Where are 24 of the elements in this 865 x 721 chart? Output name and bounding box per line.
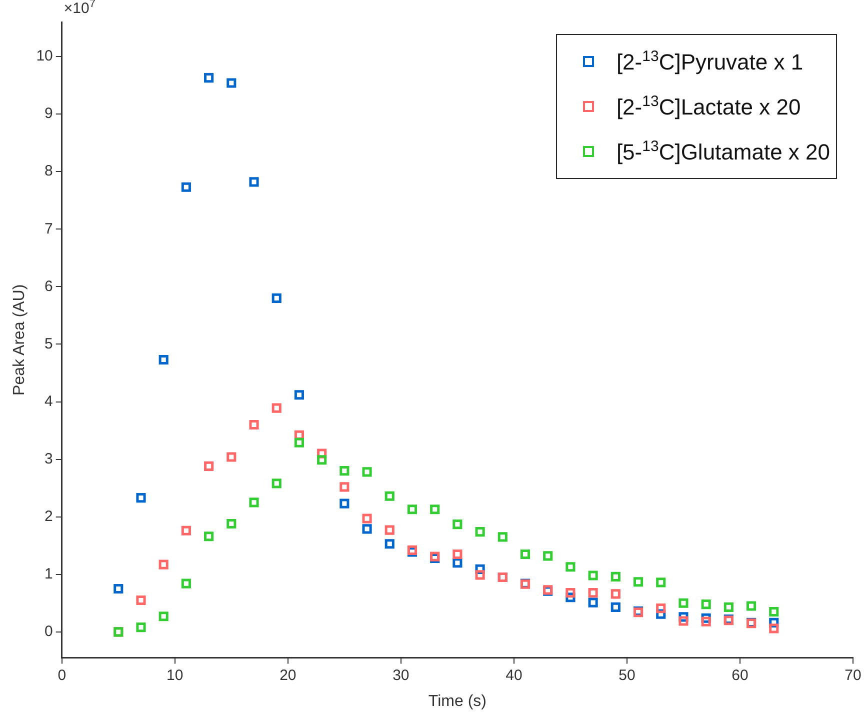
x-tick-label: 10 — [166, 666, 184, 684]
x-tick-label: 20 — [280, 666, 296, 684]
y-tick-label: 2 — [44, 508, 53, 525]
y-tick-label: 3 — [44, 450, 53, 468]
x-tick-label: 40 — [506, 666, 522, 684]
y-tick-label: 1 — [44, 566, 53, 583]
y-tick-label: 6 — [44, 278, 53, 295]
y-tick-label: 10 — [36, 48, 53, 65]
y-tick-label: 7 — [44, 220, 53, 238]
y-axis-title: Peak Area (AU) — [11, 284, 28, 396]
y-tick-label: 8 — [44, 162, 53, 180]
x-axis-title: Time (s) — [428, 692, 486, 710]
x-tick-label: 60 — [732, 666, 748, 684]
legend-label: [2-$^{13}$C]Lactate x 20 — [616, 92, 801, 120]
legend-label: [2-$^{13}$C]Pyruvate x 1 — [616, 48, 804, 76]
x-tick-label: 0 — [58, 666, 66, 684]
x-tick-label: 50 — [618, 666, 636, 684]
y-tick-label: 5 — [44, 335, 53, 352]
legend-label: [5-$^{13}$C]Glutamate x 20 — [616, 138, 830, 166]
x-tick-label: 70 — [844, 666, 862, 684]
x-tick-label: 30 — [392, 666, 410, 684]
y-tick-label: 9 — [44, 105, 53, 122]
y-tick-label: 4 — [44, 392, 53, 410]
y-tick-label: 0 — [44, 623, 53, 640]
